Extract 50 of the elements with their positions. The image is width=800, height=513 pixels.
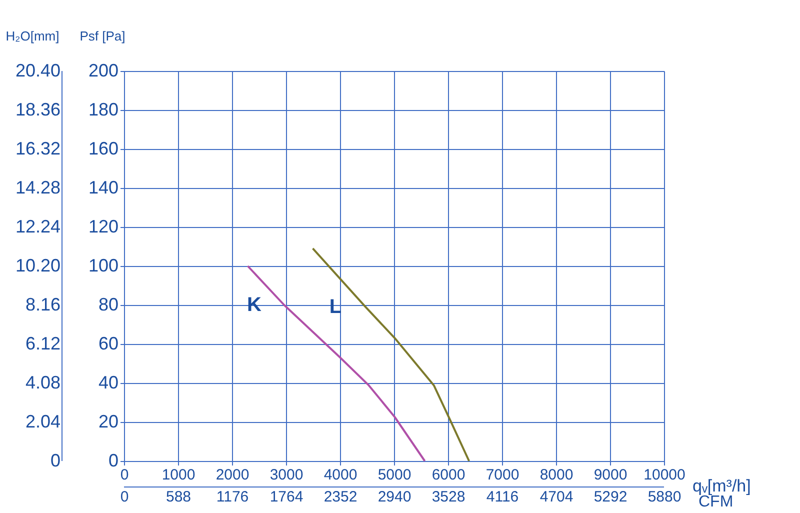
x2-tick-label: 2352 bbox=[324, 488, 358, 506]
y-tick-label: 20 bbox=[98, 412, 118, 432]
x-tick-label: 5000 bbox=[378, 466, 412, 484]
y2-tick-label: 12.24 bbox=[15, 216, 60, 236]
y2-tick-label: 20.40 bbox=[15, 60, 60, 80]
x-tick-label: 4000 bbox=[324, 466, 358, 484]
line-series bbox=[312, 247, 470, 462]
y2-tick-label: 18.36 bbox=[15, 100, 60, 120]
x2-tick-label: 5292 bbox=[594, 488, 628, 506]
y-tick-label: 60 bbox=[98, 334, 118, 354]
y2-tick-label: 14.28 bbox=[15, 178, 60, 198]
x-axis-title: qᵥ[m³/h] bbox=[692, 476, 751, 496]
y-tick-label: 100 bbox=[88, 256, 118, 276]
x2-axis-title: CFM bbox=[698, 494, 734, 510]
x2-tick-label: 1764 bbox=[270, 488, 304, 506]
y2-tick-label: 4.08 bbox=[25, 372, 60, 392]
x-tick-label: 7000 bbox=[486, 466, 520, 484]
y-tick-label: 200 bbox=[88, 60, 118, 80]
y-tick-label: 120 bbox=[88, 216, 118, 236]
y-tick-label: 0 bbox=[108, 450, 118, 470]
y-tick-label: 140 bbox=[88, 178, 118, 198]
y-axis-title: Psf [Pa] bbox=[80, 28, 126, 44]
x-tick-label: 6000 bbox=[432, 466, 466, 484]
y-tick-label: 180 bbox=[88, 100, 118, 120]
x-tick-label: 3000 bbox=[270, 466, 304, 484]
x-tick-label: 0 bbox=[120, 466, 129, 484]
x2-tick-label: 5880 bbox=[648, 488, 682, 506]
y2-tick-label: 10.20 bbox=[15, 256, 60, 276]
y2-tick-label: 6.12 bbox=[25, 334, 60, 354]
line-series bbox=[246, 265, 426, 462]
x2-tick-label: 588 bbox=[166, 488, 192, 506]
y2-tick-label: 2.04 bbox=[25, 412, 60, 432]
y2-tick-label: 16.32 bbox=[15, 138, 60, 158]
x-tick-label: 10000 bbox=[644, 466, 686, 484]
x2-tick-label: 4704 bbox=[540, 488, 574, 506]
x2-tick-label: 0 bbox=[120, 488, 129, 506]
x-tick-label: 2000 bbox=[216, 466, 250, 484]
y2-axis-title: H₂O[mm] bbox=[6, 28, 60, 44]
x-tick-label: 1000 bbox=[162, 466, 196, 484]
x-tick-label: 9000 bbox=[594, 466, 628, 484]
y2-tick-label: 8.16 bbox=[25, 294, 60, 314]
x2-tick-label: 3528 bbox=[432, 488, 466, 506]
x2-tick-label: 1176 bbox=[216, 488, 249, 506]
x2-tick-label: 2940 bbox=[378, 488, 412, 506]
y-tick-label: 80 bbox=[98, 294, 118, 314]
y-tick-label: 40 bbox=[98, 372, 118, 392]
y-tick-label: 160 bbox=[88, 138, 118, 158]
x-tick-label: 8000 bbox=[540, 466, 574, 484]
x2-tick-label: 4116 bbox=[486, 488, 519, 506]
y2-tick-label: 0 bbox=[50, 450, 60, 470]
